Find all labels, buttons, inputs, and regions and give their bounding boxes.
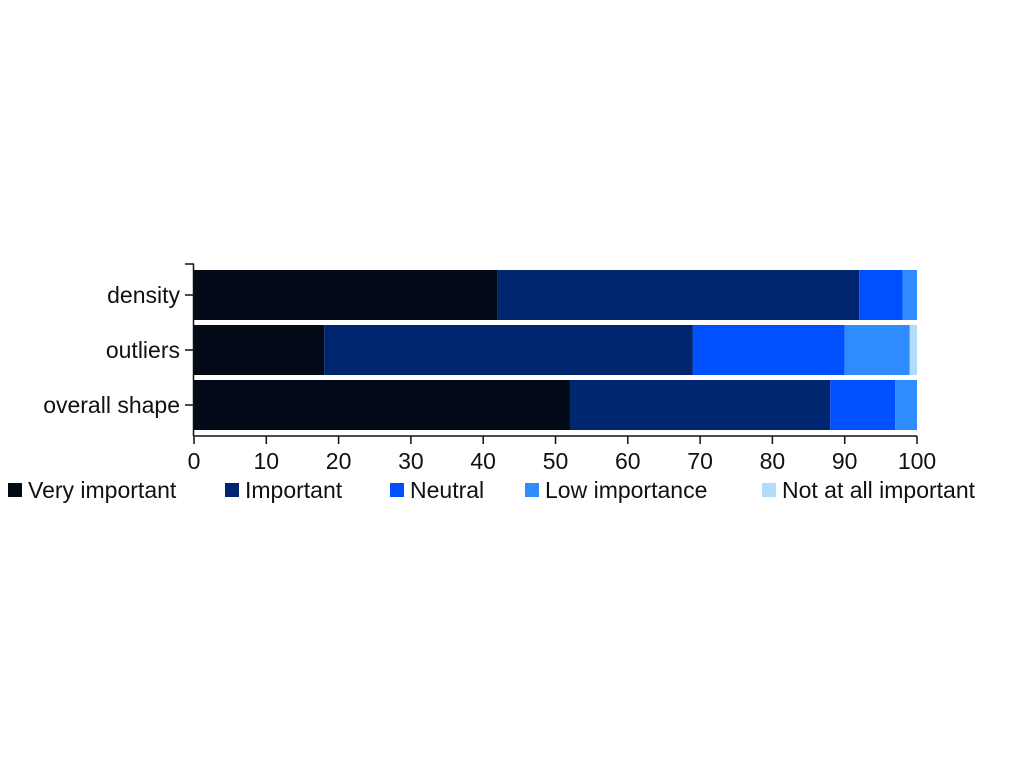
legend-swatch-low-importance: [525, 483, 539, 497]
legend-label-neutral: Neutral: [410, 477, 484, 503]
bar-outliers-low-importance: [844, 325, 910, 375]
x-tick-label-80: 80: [760, 448, 786, 474]
x-tick-label-20: 20: [326, 448, 352, 474]
x-tick-label-60: 60: [615, 448, 641, 474]
bar-density-neutral: [859, 270, 903, 320]
bar-density-important: [497, 270, 860, 320]
legend-label-not-at-all-important: Not at all important: [782, 477, 976, 503]
bar-outliers-neutral: [692, 325, 845, 375]
bar-density-low-importance: [902, 270, 917, 320]
x-tick-label-10: 10: [254, 448, 280, 474]
x-tick-label-40: 40: [470, 448, 496, 474]
bar-overall-shape-important: [569, 380, 831, 430]
category-label-outliers: outliers: [106, 337, 180, 363]
bar-outliers-important: [324, 325, 693, 375]
legend-label-important: Important: [245, 477, 343, 503]
category-label-density: density: [107, 282, 180, 308]
legend-label-low-importance: Low importance: [545, 477, 707, 503]
legend-swatch-important: [225, 483, 239, 497]
bar-density-very-important: [194, 270, 498, 320]
bar-overall-shape-low-importance: [895, 380, 917, 430]
x-tick-label-100: 100: [898, 448, 936, 474]
axes-group: density outliers overall shape 0 10 20 30 40 50 6…: [43, 263, 936, 474]
bars-group: [194, 270, 917, 430]
category-label-overall-shape: overall shape: [43, 392, 180, 418]
bar-outliers-very-important: [194, 325, 325, 375]
legend-swatch-not-at-all-important: [762, 483, 776, 497]
x-tick-label-50: 50: [543, 448, 569, 474]
x-tick-label-30: 30: [398, 448, 424, 474]
legend-swatch-neutral: [390, 483, 404, 497]
legend-label-very-important: Very important: [28, 477, 177, 503]
x-tick-label-0: 0: [188, 448, 201, 474]
bar-overall-shape-neutral: [830, 380, 896, 430]
bar-outliers-not-at-all-important: [909, 325, 917, 375]
bar-overall-shape-very-important: [194, 380, 570, 430]
legend-swatch-very-important: [8, 483, 22, 497]
x-tick-label-90: 90: [832, 448, 858, 474]
legend: Very important Important Neutral Low import…: [8, 477, 976, 503]
x-tick-label-70: 70: [687, 448, 713, 474]
